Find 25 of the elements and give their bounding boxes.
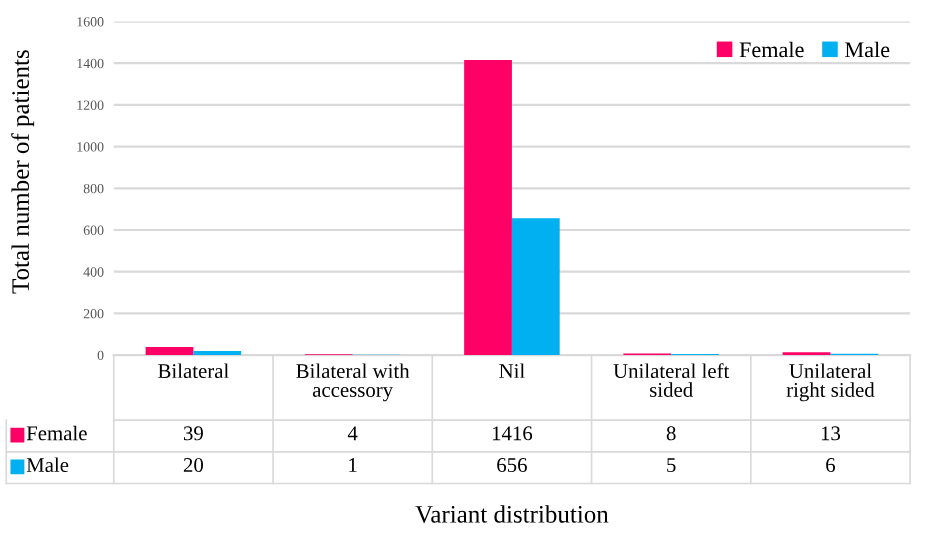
data-label: 1: [349, 458, 357, 472]
bar: [145, 346, 194, 356]
x-tick-label: Unilateral right sided: [786, 363, 875, 402]
x-axis-title: Variant distribution: [415, 505, 609, 523]
data-label: 4: [347, 426, 358, 441]
data-label: 39: [183, 426, 203, 441]
data-label: 13: [821, 426, 841, 441]
x-tick-label: Unilateral left sided: [613, 363, 730, 397]
legend-label: Male: [845, 41, 890, 58]
legend-label: Female: [739, 41, 804, 58]
text: Male: [26, 457, 69, 473]
bar: [511, 218, 560, 356]
bar: [193, 350, 242, 356]
x-tick-label: Nil: [499, 363, 525, 378]
x-tick-label: Bilateral with accessory: [296, 363, 410, 402]
data-label: 20: [183, 457, 204, 473]
data-label: 1416: [492, 426, 533, 441]
data-label: 8: [666, 426, 676, 441]
text: Female: [26, 425, 87, 441]
data-label: 5: [667, 458, 676, 473]
data-label: 656: [497, 458, 527, 473]
y-axis-title: Total number of patients: [11, 50, 35, 294]
data-label: 6: [826, 458, 836, 473]
bar: [464, 59, 512, 356]
x-tick-label: Bilateral: [158, 363, 229, 379]
